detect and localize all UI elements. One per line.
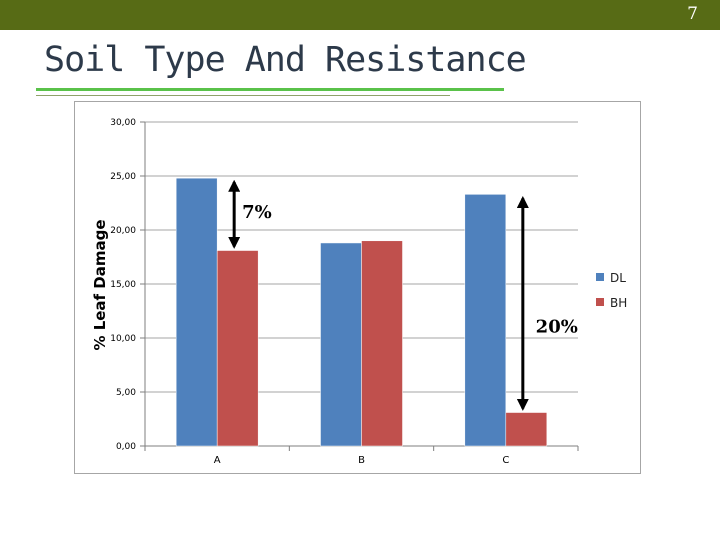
legend-swatch-dl [596, 273, 604, 281]
y-tick-label: 20,00 [110, 226, 136, 236]
annotation-label: 20% [536, 317, 578, 338]
title-rule [36, 88, 504, 91]
bar-bh-c [505, 412, 548, 447]
y-tick-label: 15,00 [110, 280, 136, 290]
legend-swatch-bh [596, 298, 604, 306]
slide-number: 7 [687, 4, 698, 24]
slide-title: Soil Type And Resistance [44, 40, 527, 80]
bar-bh-b [361, 240, 403, 447]
y-tick-label: 30,00 [110, 118, 136, 128]
title-rule-thin [36, 95, 450, 96]
bar-dl-b [320, 242, 362, 447]
annotation-label: 7% [242, 202, 272, 223]
y-tick-label: 5,00 [116, 388, 136, 398]
y-tick-label: 25,00 [110, 172, 136, 182]
legend-label-bh: BH [610, 296, 627, 310]
legend-label-dl: DL [610, 271, 626, 285]
x-tick-label: A [214, 455, 221, 466]
y-tick-label: 0,00 [116, 442, 136, 452]
bar-dl-c [464, 194, 507, 447]
top-bar [0, 0, 720, 30]
x-tick-label: B [358, 455, 365, 466]
y-tick-label: 10,00 [110, 334, 136, 344]
bar-bh-a [216, 250, 259, 447]
bar-dl-a [175, 177, 218, 447]
x-tick-label: C [502, 455, 509, 466]
